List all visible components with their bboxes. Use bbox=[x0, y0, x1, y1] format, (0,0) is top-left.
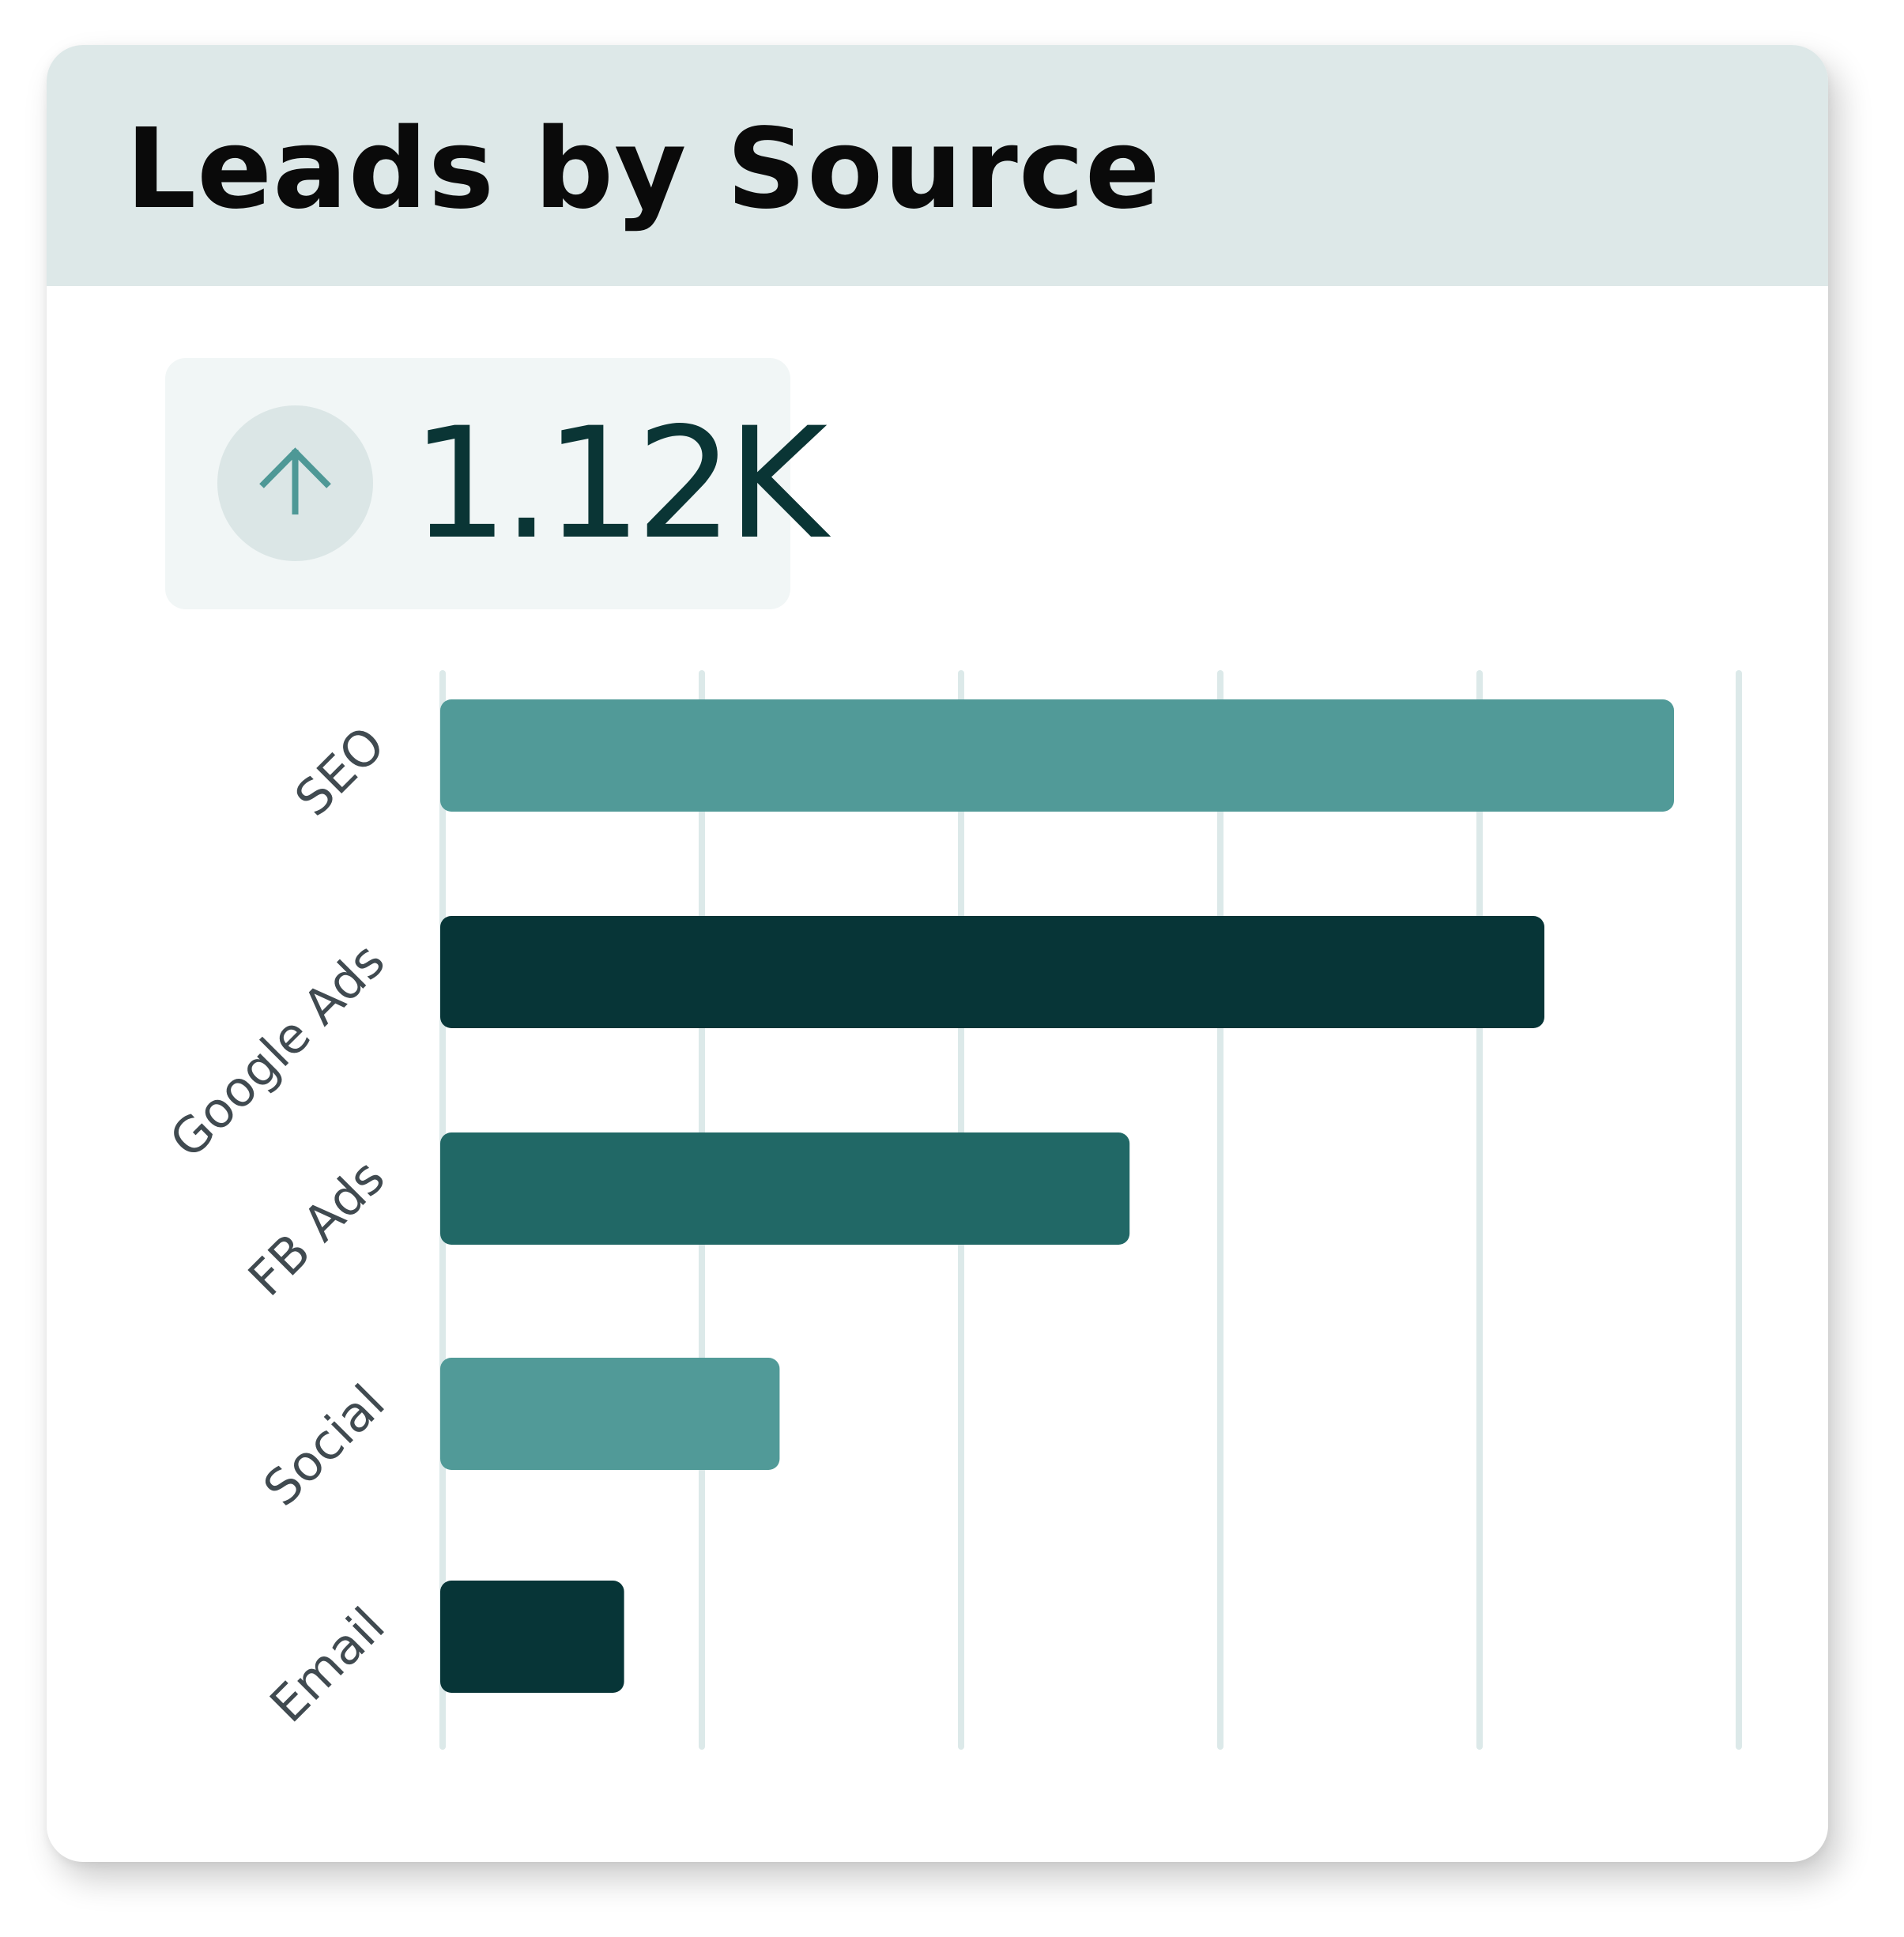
category-label: Google Ads bbox=[159, 932, 396, 1169]
bar-email bbox=[440, 1581, 624, 1693]
card-header: Leads by Source bbox=[47, 45, 1828, 286]
category-label: Email bbox=[258, 1596, 395, 1733]
bar-google-ads bbox=[440, 916, 1544, 1028]
trend-indicator bbox=[217, 405, 373, 561]
bar-fb-ads bbox=[440, 1132, 1130, 1245]
category-label: Social bbox=[252, 1374, 396, 1517]
arrow-up-icon bbox=[259, 447, 331, 514]
kpi-summary: 1.12K bbox=[165, 358, 828, 609]
bar-seo bbox=[440, 699, 1674, 812]
category-label: FB Ads bbox=[237, 1148, 396, 1307]
bar-social bbox=[440, 1358, 780, 1470]
card-title: Leads by Source bbox=[126, 105, 1161, 234]
chart-bars bbox=[440, 699, 1674, 1693]
category-label: SEO bbox=[284, 715, 396, 827]
kpi-value: 1.12K bbox=[411, 394, 828, 573]
